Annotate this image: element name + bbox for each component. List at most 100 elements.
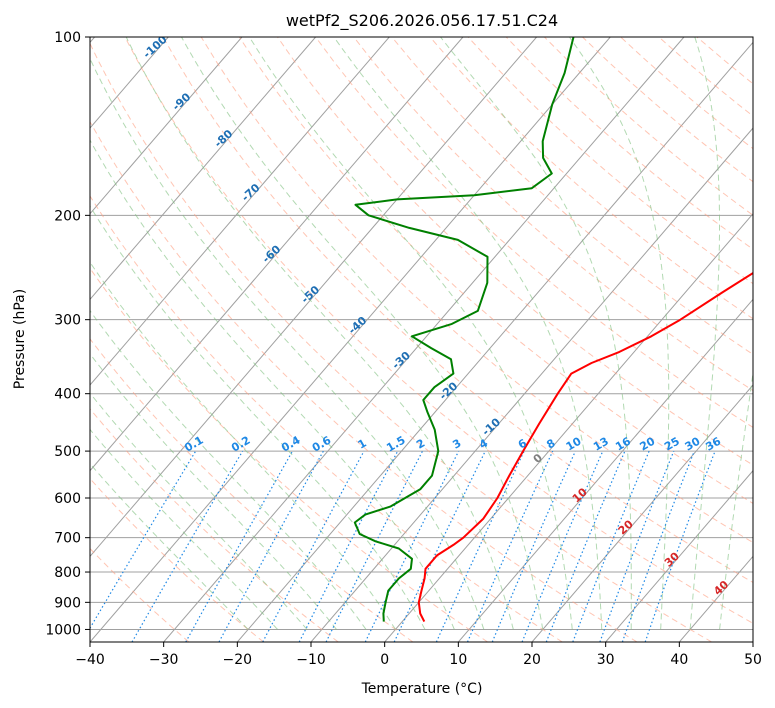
x-tick-label: 20 — [523, 652, 541, 668]
y-tick-label: 900 — [54, 595, 81, 611]
isotherm-line — [90, 37, 390, 386]
isotherm-line — [90, 37, 317, 301]
plot-frame — [89, 36, 754, 643]
moist-adiabat-line — [719, 370, 753, 630]
moist-adiabat-line — [90, 261, 396, 630]
dry-adiabat-line — [391, 37, 753, 355]
moist-adiabat-line — [333, 37, 603, 630]
moist-adiabat-line — [568, 37, 670, 630]
dry-adiabat-line — [429, 37, 753, 320]
mixing-ratio-line — [621, 450, 695, 642]
x-tick-label: −40 — [75, 652, 105, 668]
isotherm-line — [90, 37, 538, 558]
moist-adiabat-line — [90, 428, 278, 630]
y-tick-label: 1000 — [45, 622, 81, 638]
mixing-ratio-line — [131, 450, 244, 642]
isotherm-line — [310, 127, 753, 642]
dry-adiabat-line — [90, 408, 339, 642]
moist-adiabat-line — [689, 37, 720, 630]
dry-adiabat-line — [90, 42, 712, 642]
y-tick-label: 800 — [54, 565, 81, 581]
moist-adiabat-line — [90, 139, 455, 630]
dry-adiabat-line — [124, 37, 753, 624]
x-tick-label: −10 — [296, 652, 326, 668]
x-tick-label: 30 — [597, 652, 615, 668]
dry-adiabat-line — [582, 37, 753, 183]
isotherm-label: -80 — [212, 127, 236, 150]
x-axis-label: Temperature (°C) — [361, 681, 483, 697]
moist-adiabat-line — [125, 37, 514, 630]
y-tick-label: 300 — [54, 313, 81, 329]
x-tick-label: 40 — [670, 652, 688, 668]
moist-adiabat-line — [440, 37, 632, 630]
isotherm-line — [236, 41, 753, 642]
moist-adiabat-line — [90, 57, 485, 630]
dry-adiabat-line — [544, 37, 753, 216]
moist-adiabat-line — [90, 353, 337, 630]
y-tick-label: 500 — [54, 444, 81, 460]
y-axis: 1000 900 800 700 600 500 400 300 200 100 — [45, 30, 90, 638]
dewpoint-profile-line — [353, 37, 575, 622]
x-tick-label: 0 — [380, 652, 389, 668]
mixing-ratio-label: 8 — [544, 437, 557, 452]
dry-adiabat-line — [696, 37, 753, 85]
isotherm-line — [678, 555, 753, 642]
isotherm-line — [752, 641, 753, 642]
isotherm-label: -10 — [480, 415, 504, 438]
mixing-ratio-label: 3 — [450, 437, 463, 452]
chart-title: wetPf2_S206.2026.056.17.51.C24 — [286, 11, 558, 31]
moist-adiabat-line — [90, 462, 249, 630]
isotherm-label: -30 — [390, 349, 414, 372]
moist-adiabat-label: 30 — [662, 549, 682, 569]
dry-adiabat-line — [162, 37, 753, 584]
isotherm-line — [90, 37, 243, 215]
isotherm-label: -50 — [299, 283, 323, 306]
dry-adiabat-line — [200, 37, 753, 544]
dry-adiabat-line — [90, 195, 563, 642]
dry-adiabat-line — [238, 37, 753, 504]
mixing-ratio-line — [599, 450, 675, 642]
moist-adiabat-line — [90, 309, 367, 630]
y-tick-label: 700 — [54, 531, 81, 547]
mixing-ratio-line — [521, 450, 604, 642]
temperature-profile-line — [417, 271, 753, 623]
dry-adiabat-line — [467, 37, 753, 285]
dry-adiabat-line — [90, 267, 488, 642]
mixing-ratio-line — [364, 450, 460, 642]
moist-adiabat-line — [181, 37, 544, 630]
x-axis: −40 −30 −20 −10 0 10 20 30 40 50 — [75, 642, 762, 668]
mixing-ratio-line — [644, 450, 716, 642]
mixing-ratio-line — [218, 450, 324, 642]
moist-adiabat-line — [90, 392, 308, 630]
mixing-ratio-label: 2 — [414, 437, 427, 452]
mixing-ratio-line — [491, 450, 576, 642]
mixing-ratio-line — [466, 450, 554, 642]
mixing-ratio-line — [545, 450, 626, 642]
y-tick-label: 600 — [54, 491, 81, 507]
mixing-ratio-line — [393, 450, 486, 642]
y-tick-label: 100 — [54, 30, 81, 46]
mixing-ratio-label: 4 — [477, 436, 490, 451]
x-tick-label: 10 — [449, 652, 467, 668]
y-tick-label: 400 — [54, 387, 81, 403]
x-tick-label: −20 — [223, 652, 253, 668]
background-lines — [90, 37, 753, 642]
moist-adiabat-label: 20 — [616, 517, 636, 537]
moist-adiabat-line — [90, 205, 426, 630]
x-tick-label: 50 — [744, 652, 762, 668]
sounding-profiles — [353, 37, 753, 623]
isotherm-label: -90 — [170, 90, 194, 113]
dry-adiabat-line — [277, 37, 753, 466]
moist-adiabat-label: 10 — [570, 485, 590, 505]
dry-adiabat-line — [315, 37, 753, 428]
mixing-ratio-line — [185, 450, 294, 642]
dry-adiabat-line — [90, 547, 190, 642]
x-tick-label: −30 — [149, 652, 179, 668]
moist-adiabat-label: 40 — [711, 578, 731, 598]
mixing-ratio-line — [262, 450, 365, 642]
isotherm-line — [457, 298, 753, 642]
y-axis-label: Pressure (hPa) — [12, 289, 28, 389]
dry-adiabat-line — [90, 120, 638, 642]
dry-adiabat-line — [353, 37, 753, 392]
